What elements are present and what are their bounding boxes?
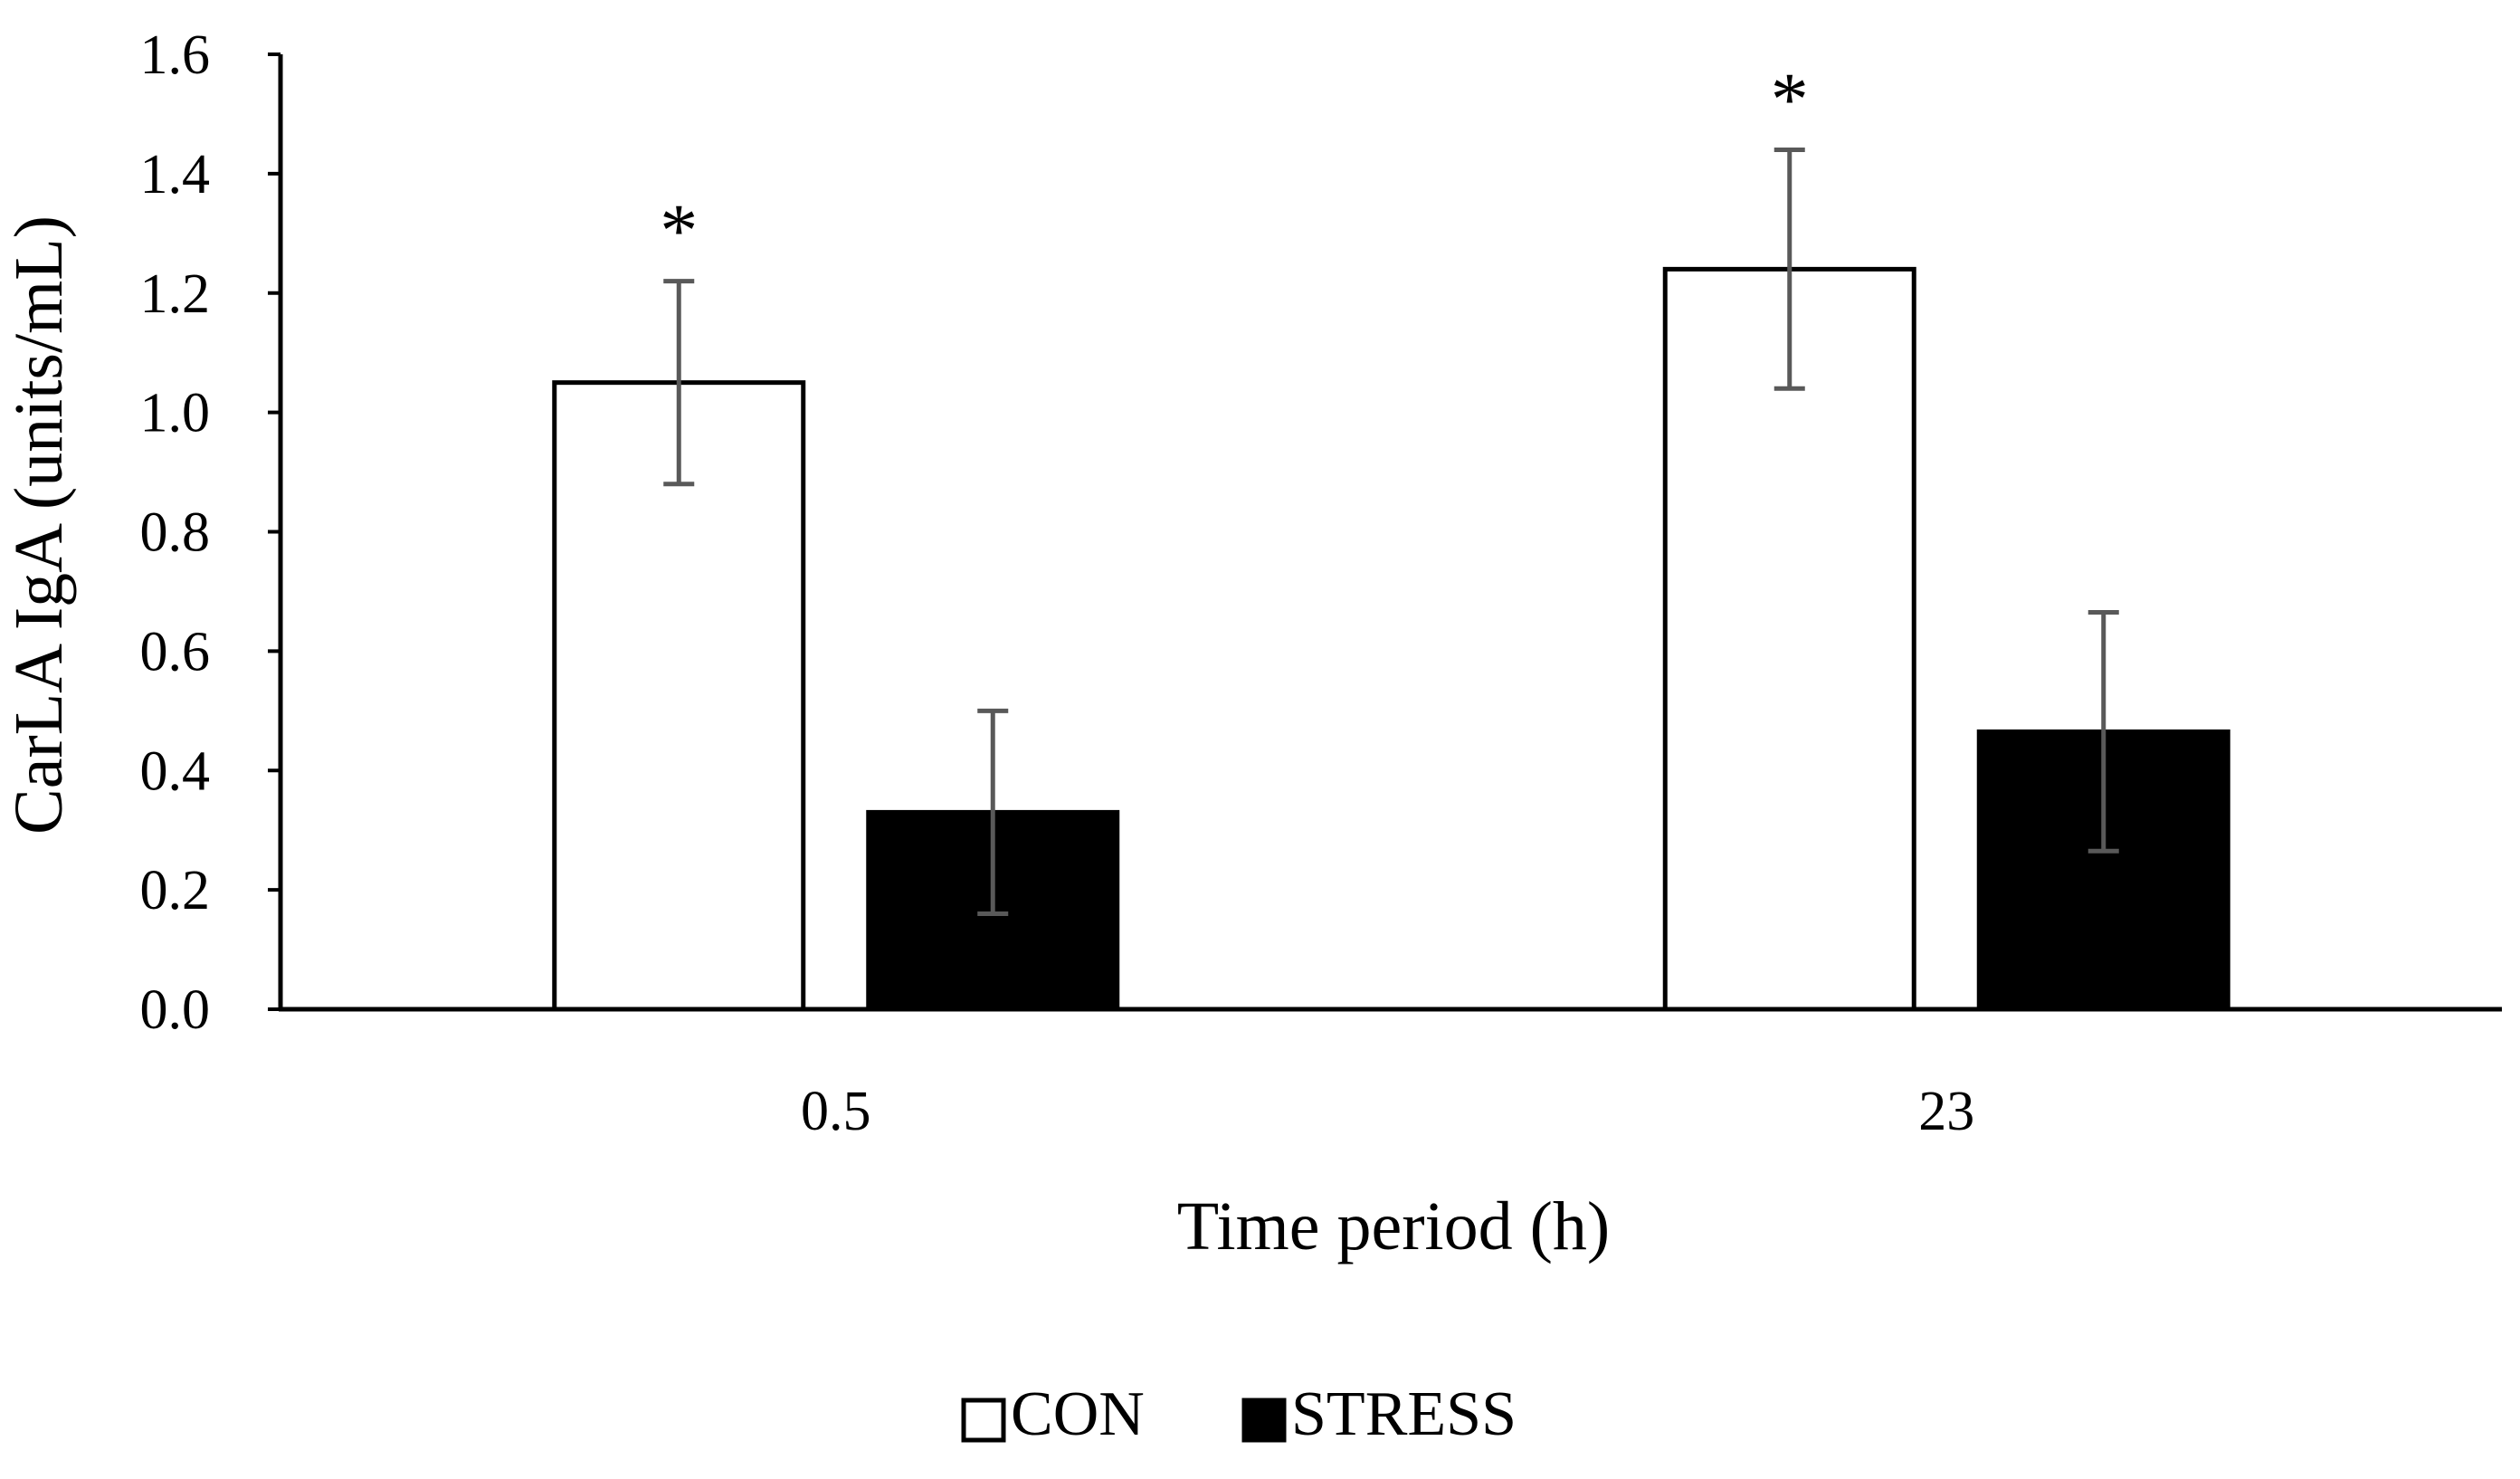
significance-marker: * — [660, 189, 698, 273]
x-categories-layer: 0.5 23 — [801, 1081, 1974, 1142]
error-bar-stress-0.5 — [977, 708, 1009, 916]
annotations-layer: ** — [660, 58, 1809, 273]
legend-swatch-stress — [1241, 1398, 1287, 1443]
legend-label-con: CON — [1011, 1379, 1145, 1449]
legend: CON STRESS — [961, 1379, 1517, 1449]
y-tick-label: 0.2 — [140, 860, 211, 921]
error-bars-layer — [663, 148, 2119, 916]
y-tick-label: 1.0 — [140, 383, 211, 444]
legend-label-stress: STRESS — [1291, 1379, 1517, 1449]
y-tick-label: 0.0 — [140, 979, 211, 1041]
y-tick-label: 0.6 — [140, 621, 211, 682]
legend-item-con: CON — [961, 1379, 1145, 1449]
bars-layer — [552, 266, 2230, 1012]
x-tick-label-0.5: 0.5 — [801, 1081, 871, 1142]
y-axis-title: CarLA IgA (units/mL) — [1, 215, 77, 835]
error-bar-con-23 — [1774, 148, 1805, 391]
y-tick-label: 0.4 — [140, 740, 211, 802]
y-tick-label: 1.4 — [140, 144, 211, 205]
legend-item-stress: STRESS — [1241, 1379, 1517, 1449]
x-tick-label-23: 23 — [1918, 1081, 1974, 1142]
bar-con-0.5 — [552, 380, 806, 1012]
error-bar-stress-23 — [2087, 610, 2119, 854]
bar-stress-23 — [1976, 729, 2230, 1012]
x-axis-title: Time period (h) — [1177, 1188, 1611, 1264]
y-tick-label: 0.8 — [140, 502, 211, 564]
legend-swatch-con — [961, 1398, 1006, 1443]
error-bar-con-0.5 — [663, 279, 695, 487]
y-tick-label: 1.2 — [140, 263, 211, 325]
y-tick-label: 1.6 — [140, 24, 211, 86]
significance-marker: * — [1771, 58, 1809, 142]
y-ticks-layer: 0.0 0.2 0.4 0.6 0.8 1.0 1.2 1.4 1.6 — [140, 24, 281, 1041]
